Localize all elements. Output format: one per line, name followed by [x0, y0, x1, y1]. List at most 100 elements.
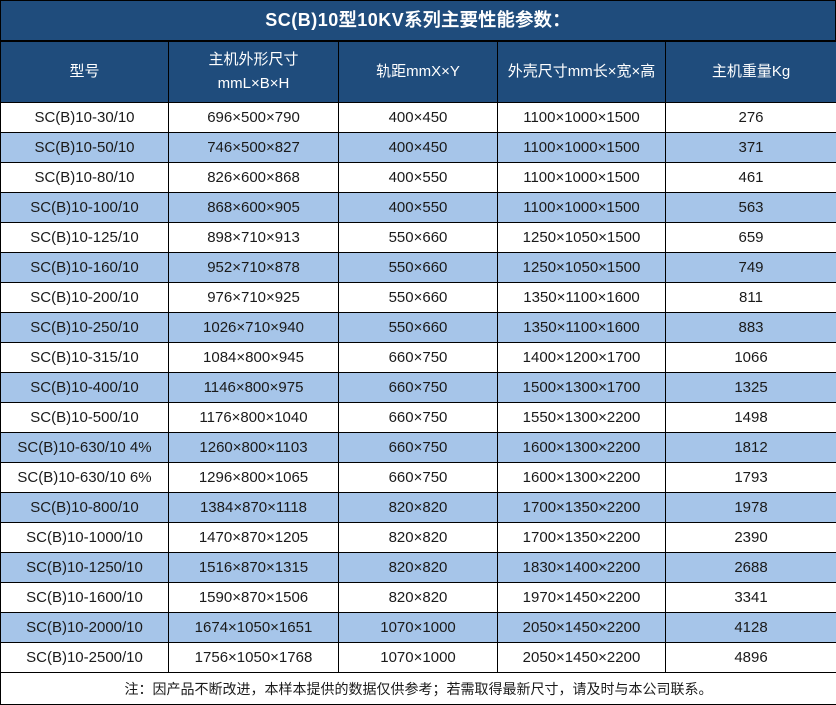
table-cell: 1756×1050×1768	[168, 642, 339, 673]
table-row: SC(B)10-1600/10 1590×870×1506 820×820 1970×…	[0, 582, 836, 613]
table-cell: 1978	[665, 492, 836, 523]
table-cell: 811	[665, 282, 836, 313]
table-cell: 659	[665, 222, 836, 253]
table-cell: SC(B)10-1000/10	[0, 522, 169, 553]
table-cell: 1146×800×975	[168, 372, 339, 403]
table-cell: 4128	[665, 612, 836, 643]
table-cell: 550×660	[338, 312, 498, 343]
table-cell: 2050×1450×2200	[497, 612, 666, 643]
table-cell: 1066	[665, 342, 836, 373]
table-cell: 1350×1100×1600	[497, 312, 666, 343]
table-cell: 2390	[665, 522, 836, 553]
table-cell: SC(B)10-2500/10	[0, 642, 169, 673]
table-cell: 1100×1000×1500	[497, 162, 666, 193]
table-cell: 371	[665, 132, 836, 163]
table-cell: 820×820	[338, 582, 498, 613]
table-cell: 976×710×925	[168, 282, 339, 313]
table-cell: 1100×1000×1500	[497, 132, 666, 163]
table-cell: SC(B)10-30/10	[0, 102, 169, 133]
table-cell: 1260×800×1103	[168, 432, 339, 463]
table-cell: SC(B)10-500/10	[0, 402, 169, 433]
table-cell: 1084×800×945	[168, 342, 339, 373]
table-cell: SC(B)10-250/10	[0, 312, 169, 343]
table-cell: 1590×870×1506	[168, 582, 339, 613]
table-cell: 1070×1000	[338, 612, 498, 643]
table-cell: 820×820	[338, 552, 498, 583]
table-cell: 1700×1350×2200	[497, 492, 666, 523]
column-header: 型号	[0, 41, 169, 103]
table-cell: 826×600×868	[168, 162, 339, 193]
table-cell: 400×550	[338, 162, 498, 193]
header-row: 型号 主机外形尺寸 mmL×B×H 轨距mmX×Y 外壳尺寸mm长×宽×高 主机重量Kg	[0, 41, 836, 103]
table-cell: 461	[665, 162, 836, 193]
table-cell: 2050×1450×2200	[497, 642, 666, 673]
table-cell: SC(B)10-50/10	[0, 132, 169, 163]
page-title: SC(B)10型10KV系列主要性能参数：	[0, 0, 836, 41]
table-cell: SC(B)10-200/10	[0, 282, 169, 313]
table-cell: 1250×1050×1500	[497, 252, 666, 283]
table-cell: 1674×1050×1651	[168, 612, 339, 643]
table-cell: SC(B)10-100/10	[0, 192, 169, 223]
table-cell: SC(B)10-400/10	[0, 372, 169, 403]
table-cell: 400×550	[338, 192, 498, 223]
table-cell: 1600×1300×2200	[497, 432, 666, 463]
table-cell: 1384×870×1118	[168, 492, 339, 523]
table-row: SC(B)10-500/10 1176×800×1040 660×750 1550×1…	[0, 402, 836, 433]
table-cell: 952×710×878	[168, 252, 339, 283]
table-cell: 660×750	[338, 402, 498, 433]
table-cell: SC(B)10-160/10	[0, 252, 169, 283]
table-row: SC(B)10-800/10 1384×870×1118 820×820 1700×1…	[0, 492, 836, 523]
table-cell: 660×750	[338, 372, 498, 403]
table-row: SC(B)10-1250/10 1516×870×1315 820×820 1830×…	[0, 552, 836, 583]
table-row: SC(B)10-30/10 696×500×790 400×450 1100×1000…	[0, 102, 836, 133]
table-cell: SC(B)10-630/10 4%	[0, 432, 169, 463]
table-row: SC(B)10-400/10 1146×800×975 660×750 1500×13…	[0, 372, 836, 403]
table-cell: 820×820	[338, 492, 498, 523]
table-cell: 820×820	[338, 522, 498, 553]
table-cell: 1600×1300×2200	[497, 462, 666, 493]
table-cell: 898×710×913	[168, 222, 339, 253]
column-header: 主机重量Kg	[665, 41, 836, 103]
table-cell: 868×600×905	[168, 192, 339, 223]
footnote: 注：因产品不断改进，本样本提供的数据仅供参考；若需取得最新尺寸，请及时与本公司联…	[0, 672, 836, 705]
table-cell: 3341	[665, 582, 836, 613]
table-cell: SC(B)10-80/10	[0, 162, 169, 193]
column-header: 轨距mmX×Y	[338, 41, 498, 103]
table-cell: 2688	[665, 552, 836, 583]
table-row: SC(B)10-80/10 826×600×868 400×550 1100×1000…	[0, 162, 836, 193]
table-row: SC(B)10-2000/10 1674×1050×1651 1070×1000 20…	[0, 612, 836, 643]
table-cell: 1830×1400×2200	[497, 552, 666, 583]
table-cell: 1700×1350×2200	[497, 522, 666, 553]
table-cell: SC(B)10-1600/10	[0, 582, 169, 613]
table-cell: 1325	[665, 372, 836, 403]
table-cell: 1970×1450×2200	[497, 582, 666, 613]
table-row: SC(B)10-630/10 4% 1260×800×1103 660×750 160…	[0, 432, 836, 463]
spec-table: 型号 主机外形尺寸 mmL×B×H 轨距mmX×Y 外壳尺寸mm长×宽×高 主机重量Kg…	[0, 41, 836, 705]
table-row: SC(B)10-630/10 6% 1296×800×1065 660×750 160…	[0, 462, 836, 493]
note-row: 注：因产品不断改进，本样本提供的数据仅供参考；若需取得最新尺寸，请及时与本公司联…	[0, 672, 836, 705]
table-row: SC(B)10-250/10 1026×710×940 550×660 1350×11…	[0, 312, 836, 343]
table-cell: 563	[665, 192, 836, 223]
column-header: 外壳尺寸mm长×宽×高	[497, 41, 666, 103]
table-cell: SC(B)10-2000/10	[0, 612, 169, 643]
table-cell: 1500×1300×1700	[497, 372, 666, 403]
table-cell: 1026×710×940	[168, 312, 339, 343]
table-cell: 1516×870×1315	[168, 552, 339, 583]
table-cell: SC(B)10-800/10	[0, 492, 169, 523]
table-cell: 660×750	[338, 432, 498, 463]
table-row: SC(B)10-125/10 898×710×913 550×660 1250×105…	[0, 222, 836, 253]
table-cell: 400×450	[338, 132, 498, 163]
table-cell: SC(B)10-1250/10	[0, 552, 169, 583]
table-cell: 696×500×790	[168, 102, 339, 133]
table-row: SC(B)10-100/10 868×600×905 400×550 1100×100…	[0, 192, 836, 223]
column-header: 主机外形尺寸 mmL×B×H	[168, 41, 339, 103]
table-cell: 1793	[665, 462, 836, 493]
table-cell: 746×500×827	[168, 132, 339, 163]
table-cell: 1812	[665, 432, 836, 463]
table-cell: 400×450	[338, 102, 498, 133]
table-cell: SC(B)10-630/10 6%	[0, 462, 169, 493]
table-cell: 1070×1000	[338, 642, 498, 673]
table-row: SC(B)10-315/10 1084×800×945 660×750 1400×12…	[0, 342, 836, 373]
table-cell: SC(B)10-315/10	[0, 342, 169, 373]
